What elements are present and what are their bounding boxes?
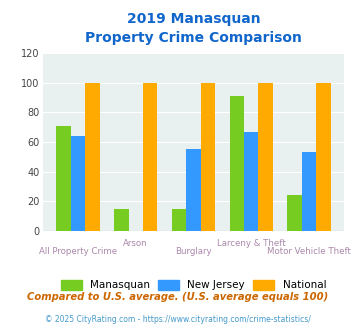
- Legend: Manasquan, New Jersey, National: Manasquan, New Jersey, National: [56, 276, 331, 295]
- Bar: [201, 82, 215, 231]
- Bar: [244, 132, 258, 231]
- Text: Larceny & Theft: Larceny & Theft: [217, 239, 285, 248]
- Bar: [143, 82, 157, 231]
- Bar: [230, 96, 244, 231]
- Bar: [302, 152, 316, 231]
- Bar: [85, 82, 100, 231]
- Text: Burglary: Burglary: [175, 247, 212, 256]
- Text: Motor Vehicle Theft: Motor Vehicle Theft: [267, 247, 351, 256]
- Bar: [316, 82, 331, 231]
- Text: © 2025 CityRating.com - https://www.cityrating.com/crime-statistics/: © 2025 CityRating.com - https://www.city…: [45, 315, 310, 324]
- Text: All Property Crime: All Property Crime: [39, 247, 117, 256]
- Bar: [287, 195, 302, 231]
- Bar: [114, 209, 129, 231]
- Bar: [186, 149, 201, 231]
- Bar: [172, 209, 186, 231]
- Bar: [71, 136, 85, 231]
- Text: Compared to U.S. average. (U.S. average equals 100): Compared to U.S. average. (U.S. average …: [27, 292, 328, 302]
- Text: Arson: Arson: [124, 239, 148, 248]
- Bar: [56, 126, 71, 231]
- Title: 2019 Manasquan
Property Crime Comparison: 2019 Manasquan Property Crime Comparison: [85, 12, 302, 45]
- Bar: [258, 82, 273, 231]
